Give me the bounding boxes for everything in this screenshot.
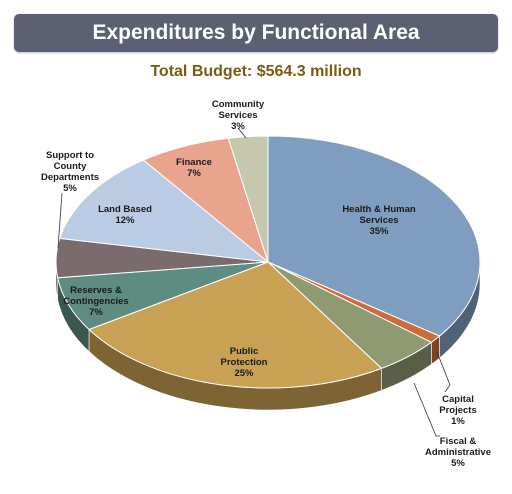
- slice-name-line-support-county-departments: County: [54, 161, 87, 172]
- slice-percent-health-human-services: 35%: [369, 226, 389, 237]
- slice-name-line-community-services: Community: [212, 99, 265, 110]
- leader-line-support-county-departments: [57, 192, 63, 249]
- slice-percent-reserves-contingencies: 7%: [89, 307, 103, 318]
- slice-name-line-fiscal-administrative: Administrative: [425, 447, 491, 458]
- slice-label-finance: Finance 7%: [176, 157, 212, 179]
- slice-name-line-capital-projects: Capital: [442, 394, 474, 405]
- slice-name-line-reserves-contingencies: Contingencies: [63, 296, 128, 307]
- slice-health-human-services: [267, 135, 481, 337]
- title-banner: Expenditures by Functional Area: [14, 14, 498, 52]
- slice-percent-fiscal-administrative: 5%: [451, 458, 465, 469]
- slice-name-line-fiscal-administrative: Fiscal &: [440, 436, 477, 447]
- slice-percent-finance: 7%: [187, 168, 201, 179]
- slice-percent-public-protection: 25%: [234, 368, 254, 379]
- slice-name-line-capital-projects: Projects: [439, 405, 477, 416]
- slice-name-line-public-protection: Public: [230, 346, 259, 357]
- pie-top-group: [55, 135, 481, 389]
- slice-percent-land-based: 12%: [115, 215, 135, 226]
- slice-land-based: [59, 159, 270, 263]
- slice-label-land-based: Land Based 12%: [98, 204, 152, 226]
- pie-side-group: [55, 261, 481, 411]
- slice-name-line-public-protection: Protection: [221, 357, 268, 368]
- slice-percent-support-county-departments: 5%: [63, 183, 77, 194]
- slice-name-line-support-county-departments: Departments: [41, 172, 99, 183]
- slice-percent-community-services: 3%: [231, 121, 245, 132]
- slice-community-services: [227, 135, 269, 263]
- slice-name-line-health-human-services: Health & Human: [342, 204, 416, 215]
- leader-line-community-services: [237, 127, 247, 139]
- slice-label-fiscal-administrative: Fiscal & Administrative 5%: [425, 436, 491, 469]
- slice-name-line-finance: Finance: [176, 157, 212, 168]
- slice-percent-capital-projects: 1%: [451, 416, 465, 427]
- slice-label-reserves-contingencies: Reserves & Contingencies 7%: [63, 285, 128, 318]
- leader-line-fiscal-administrative: [413, 382, 440, 437]
- chart-subtitle: Total Budget: $564.3 million: [150, 63, 362, 80]
- slice-name-line-reserves-contingencies: Reserves &: [70, 285, 122, 296]
- slice-label-health-human-services: Health & Human Services 35%: [342, 204, 416, 237]
- chart-title: Expenditures by Functional Area: [92, 21, 420, 44]
- slice-label-public-protection: Public Protection 25%: [221, 346, 268, 379]
- slice-label-community-services: Community Services 3%: [212, 99, 265, 132]
- slice-name-line-support-county-departments: Support to: [46, 150, 94, 161]
- slice-public-protection: [88, 261, 383, 389]
- slice-name-line-health-human-services: Services: [359, 215, 398, 226]
- slice-label-support-county-departments: Support to County Departments 5%: [41, 150, 99, 194]
- slice-name-line-community-services: Services: [218, 110, 257, 121]
- leader-line-capital-projects: [436, 351, 451, 393]
- slice-name-line-land-based: Land Based: [98, 204, 152, 215]
- slice-label-capital-projects: Capital Projects 1%: [439, 394, 477, 427]
